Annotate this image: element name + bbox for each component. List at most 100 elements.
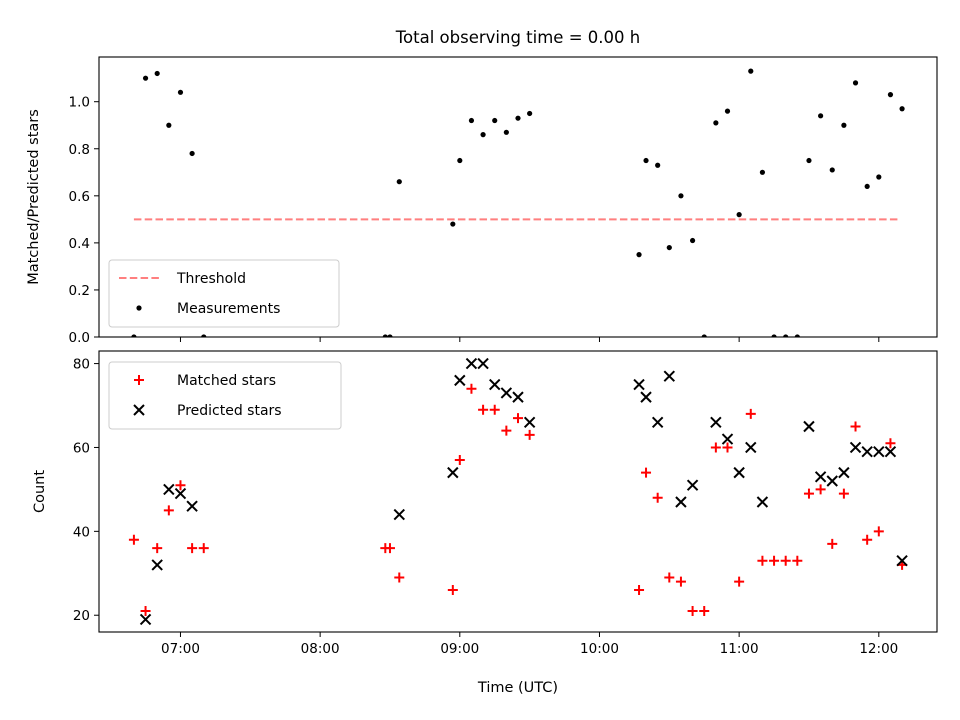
matched-star-point bbox=[803, 488, 814, 499]
measurement-point bbox=[450, 221, 456, 227]
matched-star-point bbox=[163, 505, 174, 516]
measurement-point bbox=[806, 157, 812, 164]
measurement-point bbox=[468, 117, 475, 124]
matched-star-point bbox=[384, 543, 395, 554]
matched-star-point bbox=[641, 467, 652, 478]
predicted-star-point bbox=[710, 416, 722, 429]
predicted-star-point bbox=[447, 466, 459, 479]
legend-label: Measurements bbox=[177, 301, 280, 317]
legend-measurement-swatch bbox=[136, 305, 142, 311]
legend-matched-swatch bbox=[134, 375, 144, 385]
chart-title: Total observing time = 0.00 h bbox=[395, 28, 640, 47]
measurement-point bbox=[142, 75, 149, 81]
measurement-point bbox=[527, 110, 533, 117]
predicted-star-point bbox=[651, 416, 664, 429]
measurement-point bbox=[852, 80, 859, 86]
measurement-point bbox=[748, 68, 754, 74]
x-tick-label: 09:00 bbox=[440, 641, 479, 657]
matched-star-point bbox=[175, 480, 186, 491]
y-tick-label: 0.0 bbox=[69, 330, 90, 346]
axes-frame bbox=[98, 56, 938, 338]
measurement-point bbox=[899, 106, 905, 112]
predicted-star-point bbox=[803, 420, 815, 433]
predicted-star-point bbox=[861, 445, 873, 458]
plot-area bbox=[131, 68, 905, 337]
predicted-star-point bbox=[675, 496, 687, 508]
predicted-star-point bbox=[733, 466, 745, 479]
legend-predicted-swatch bbox=[133, 404, 145, 416]
matched-star-point bbox=[792, 555, 803, 566]
y-tick-label: 0.4 bbox=[69, 236, 90, 252]
matched-star-point bbox=[815, 484, 826, 495]
matched-star-point bbox=[478, 404, 489, 415]
legend-label: Predicted stars bbox=[177, 403, 282, 419]
measurement-point bbox=[643, 157, 649, 164]
measurement-point bbox=[515, 115, 521, 121]
matched-star-point bbox=[454, 455, 465, 466]
predicted-star-point bbox=[663, 370, 676, 382]
bottom-panel: 07:00 08:00 09:00 10:00 11:00 12:00 20 40 60 80 Co… bbox=[32, 350, 938, 696]
measurement-point bbox=[636, 252, 642, 258]
matched-star-point bbox=[513, 413, 523, 424]
matched-star-point bbox=[128, 534, 139, 545]
predicted-star-point bbox=[174, 487, 187, 500]
measurement-point bbox=[131, 334, 137, 337]
measurement-point bbox=[201, 334, 207, 337]
predicted-star-point bbox=[838, 466, 850, 479]
matched-star-point bbox=[734, 576, 745, 587]
x-tick-label: 10:00 bbox=[580, 641, 619, 657]
predicted-star-point bbox=[151, 559, 163, 571]
matched-star-point bbox=[838, 488, 849, 499]
y-tick-label: 0.8 bbox=[69, 142, 90, 158]
predicted-star-point bbox=[849, 441, 862, 454]
y-axis-label: Matched/Predicted stars bbox=[26, 109, 42, 285]
legend-label: Threshold bbox=[176, 271, 246, 287]
matched-star-point bbox=[885, 438, 896, 449]
matched-star-point bbox=[699, 606, 710, 617]
y-tick-label: 20 bbox=[73, 608, 90, 624]
y-axis-label: Count bbox=[32, 470, 48, 513]
measurement-point bbox=[189, 150, 195, 157]
predicted-star-point bbox=[186, 500, 198, 512]
predicted-star-point bbox=[454, 374, 466, 387]
y-tick-label: 0.2 bbox=[69, 283, 90, 299]
measurement-point bbox=[382, 334, 388, 337]
legend: Matched stars Predicted stars bbox=[108, 361, 342, 430]
matched-star-point bbox=[757, 555, 768, 566]
predicted-star-point bbox=[523, 416, 536, 429]
measurement-point bbox=[492, 117, 498, 124]
predicted-star-point bbox=[896, 554, 908, 567]
predicted-star-point bbox=[393, 508, 405, 521]
predicted-star-point bbox=[721, 433, 734, 445]
y-tick-label: 0.6 bbox=[69, 189, 90, 205]
predicted-star-point bbox=[686, 479, 699, 491]
predicted-star-point bbox=[465, 357, 478, 370]
matched-star-point bbox=[524, 429, 535, 440]
matched-star-point bbox=[447, 585, 458, 596]
matched-star-point bbox=[675, 576, 686, 587]
matched-star-point bbox=[187, 543, 198, 554]
predicted-star-point bbox=[640, 391, 652, 403]
measurement-point bbox=[655, 162, 661, 168]
measurement-point bbox=[666, 244, 672, 251]
y-tick-label: 60 bbox=[73, 440, 90, 456]
measurement-point bbox=[177, 89, 184, 95]
x-tick-label: 08:00 bbox=[301, 641, 340, 657]
matched-star-point bbox=[722, 442, 733, 453]
predicted-star-point bbox=[826, 475, 838, 487]
predicted-star-point bbox=[884, 445, 897, 458]
legend-box bbox=[108, 259, 340, 328]
predicted-star-point bbox=[139, 613, 152, 626]
measurement-point bbox=[503, 129, 509, 135]
matched-star-point bbox=[745, 408, 756, 419]
measurement-point bbox=[457, 157, 463, 164]
legend: Threshold Measurements bbox=[108, 259, 340, 328]
measurement-point bbox=[876, 174, 882, 180]
predicted-star-point bbox=[745, 441, 757, 454]
measurement-point bbox=[771, 334, 777, 337]
matched-star-point bbox=[198, 543, 209, 554]
measurement-point bbox=[759, 169, 766, 175]
matched-star-point bbox=[634, 585, 645, 596]
measurement-point bbox=[724, 108, 731, 114]
